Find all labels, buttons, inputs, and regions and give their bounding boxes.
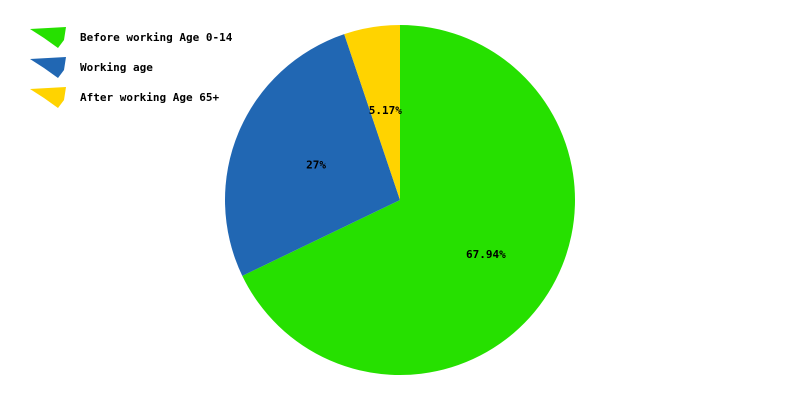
legend-swatch-1	[30, 57, 66, 78]
pie-slice-0	[242, 25, 575, 375]
pie-slice-1	[224, 34, 400, 276]
legend-label-2: After working Age 65+	[80, 91, 219, 104]
pie-slice-label-1: 27%	[306, 159, 326, 172]
pie-slice-2	[344, 24, 400, 200]
legend: Before working Age 0-14 Working age After …	[30, 27, 233, 108]
pie-slice-labels: 67.94% 27% 5.17%	[306, 104, 506, 261]
legend-label-1: Working age	[80, 61, 153, 74]
legend-swatch-2	[30, 87, 66, 108]
legend-label-0: Before working Age 0-14	[80, 31, 233, 44]
pie-slice-label-2: 5.17%	[369, 104, 402, 117]
legend-swatch-0	[30, 27, 66, 48]
pie-slice-label-0: 67.94%	[466, 248, 506, 261]
pie-slices	[224, 24, 575, 375]
